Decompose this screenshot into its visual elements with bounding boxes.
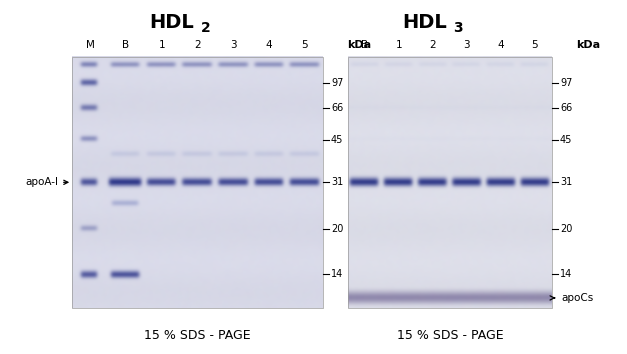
Text: 2: 2 <box>429 40 436 50</box>
Text: 45: 45 <box>331 135 344 144</box>
Text: 1: 1 <box>396 40 403 50</box>
Text: kDa: kDa <box>576 40 600 50</box>
Bar <box>72 57 323 308</box>
Text: kDa: kDa <box>347 40 371 50</box>
Text: B: B <box>361 40 369 50</box>
Text: 14: 14 <box>560 269 572 279</box>
Text: 66: 66 <box>560 103 572 113</box>
Text: B: B <box>122 40 129 50</box>
Bar <box>348 57 552 308</box>
Text: 97: 97 <box>331 78 344 88</box>
Text: HDL: HDL <box>150 13 194 32</box>
Text: 2: 2 <box>201 21 211 35</box>
Text: 15 % SDS - PAGE: 15 % SDS - PAGE <box>144 329 251 342</box>
Text: 97: 97 <box>560 78 572 88</box>
Text: 66: 66 <box>331 103 344 113</box>
Text: 3: 3 <box>230 40 236 50</box>
Text: 1: 1 <box>159 40 165 50</box>
Text: 20: 20 <box>560 224 572 234</box>
Text: 5: 5 <box>532 40 538 50</box>
Text: HDL: HDL <box>402 13 446 32</box>
Text: 4: 4 <box>266 40 273 50</box>
Text: 31: 31 <box>331 177 344 187</box>
Text: 14: 14 <box>331 269 344 279</box>
Text: M: M <box>85 40 95 50</box>
Text: 3: 3 <box>463 40 470 50</box>
Text: 2: 2 <box>194 40 201 50</box>
Text: 4: 4 <box>497 40 504 50</box>
Text: 45: 45 <box>560 135 572 144</box>
Text: 31: 31 <box>560 177 572 187</box>
Text: 3: 3 <box>453 21 463 35</box>
Text: 15 % SDS - PAGE: 15 % SDS - PAGE <box>396 329 503 342</box>
Text: apoA-I: apoA-I <box>25 177 68 187</box>
Text: apoCs: apoCs <box>550 293 593 303</box>
Text: 20: 20 <box>331 224 344 234</box>
Text: 5: 5 <box>302 40 308 50</box>
